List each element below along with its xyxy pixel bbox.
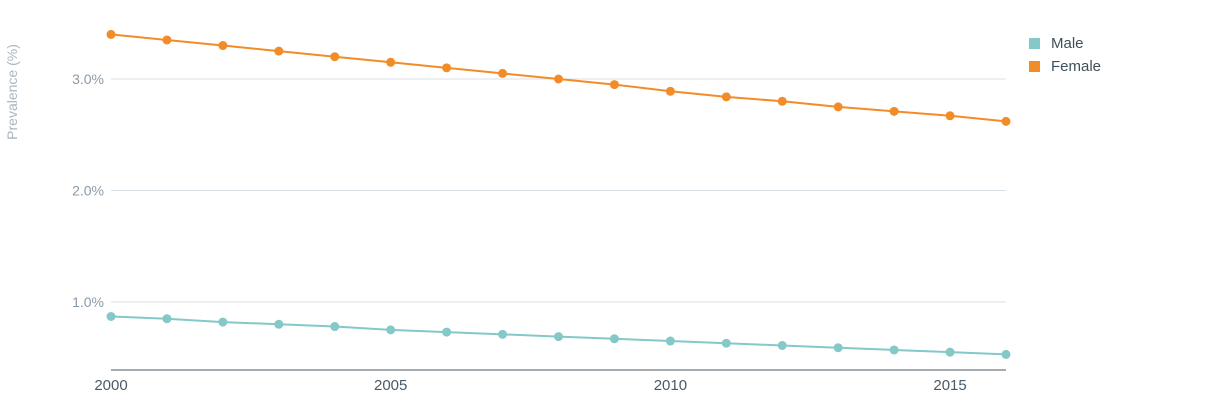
data-point[interactable] [721,338,731,348]
data-point[interactable] [1001,116,1011,126]
x-tick-label: 2015 [933,377,966,394]
data-point[interactable] [554,332,563,342]
legend-item-male[interactable]: Male [1029,35,1084,52]
data-point[interactable] [442,63,452,73]
data-point[interactable] [498,68,508,78]
data-point[interactable] [1001,349,1011,359]
x-tick-label: 2005 [374,377,407,394]
legend-item-female[interactable]: Female [1029,58,1101,75]
x-tick-label: 2000 [94,377,127,394]
y-axis-title: Prevalence (%) [4,44,20,140]
data-point[interactable] [162,314,172,324]
series-group [106,29,1011,359]
data-point[interactable] [218,317,228,327]
data-point[interactable] [554,74,563,84]
legend: Male Female [1029,35,1101,75]
data-point[interactable] [665,336,675,346]
legend-swatch [1029,38,1040,49]
data-point[interactable] [665,86,675,96]
data-point[interactable] [777,96,787,106]
data-point[interactable] [833,102,843,112]
gridlines [111,78,1006,303]
data-point[interactable] [274,46,284,56]
data-point[interactable] [945,347,955,357]
data-point[interactable] [218,41,228,51]
data-point[interactable] [386,325,396,335]
data-point[interactable] [777,340,787,350]
data-point[interactable] [106,311,116,321]
data-point[interactable] [162,35,172,45]
data-point[interactable] [498,329,508,339]
data-point[interactable] [330,322,340,332]
y-axis-ticks: 1.0% 2.0% 3.0% [72,71,104,310]
data-point[interactable] [945,111,955,121]
data-point[interactable] [889,106,899,116]
data-point[interactable] [609,80,619,90]
series-female [106,29,1011,126]
data-point[interactable] [609,334,619,344]
data-point[interactable] [442,327,452,337]
y-tick-label: 3.0% [72,71,104,87]
x-axis-ticks: 2000 2005 2010 2015 [94,377,966,394]
data-point[interactable] [386,57,396,67]
data-point[interactable] [833,343,843,353]
data-point[interactable] [889,345,899,355]
legend-label: Male [1051,35,1084,52]
legend-swatch [1029,61,1040,72]
data-point[interactable] [106,29,116,39]
data-point[interactable] [330,52,340,62]
data-point[interactable] [274,319,284,329]
data-point[interactable] [721,92,731,102]
y-tick-label: 1.0% [72,294,104,310]
x-tick-label: 2010 [654,377,687,394]
legend-label: Female [1051,58,1101,75]
series-male [106,311,1011,359]
y-tick-label: 2.0% [72,183,104,199]
